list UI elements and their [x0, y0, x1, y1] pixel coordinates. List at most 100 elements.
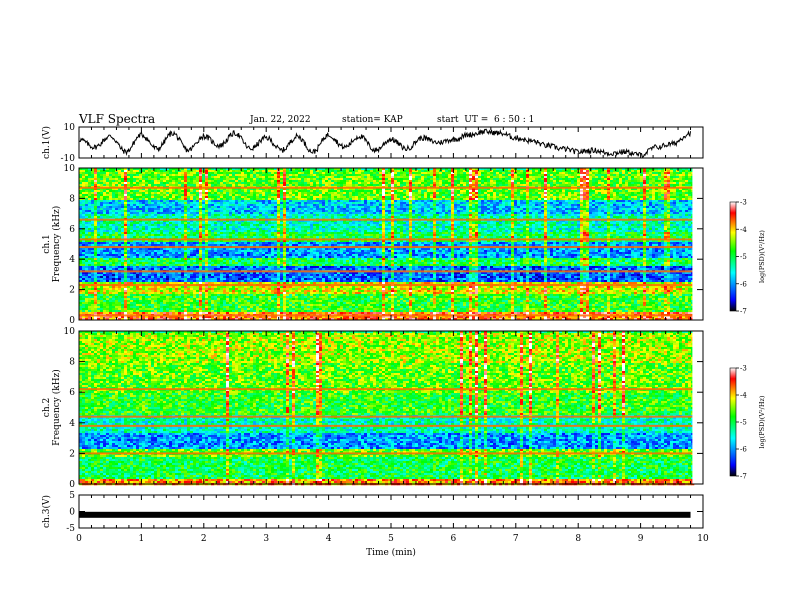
spectrogram-cell: [328, 184, 332, 187]
spectrogram-cell: [190, 174, 194, 177]
spectrogram-cell: [688, 172, 692, 175]
spectrogram-cell: [184, 178, 188, 181]
spectrogram-cell: [685, 178, 689, 181]
spectrogram-cell: [199, 184, 203, 187]
spectrogram-cell: [220, 190, 224, 193]
spectrogram-cell: [253, 174, 257, 177]
spectrogram-cell: [601, 210, 605, 213]
spectrogram-cell: [241, 196, 245, 199]
spectrogram-cell: [277, 200, 281, 203]
spectrogram-cell: [166, 210, 170, 213]
spectrogram-cell: [148, 192, 152, 195]
spectrogram-cell: [427, 210, 431, 213]
spectrogram-cell: [223, 180, 227, 183]
spectrogram-cell: [148, 182, 152, 185]
spectrogram-cell: [442, 192, 446, 195]
spectrogram-cell: [637, 190, 641, 193]
spectrogram-cell: [160, 174, 164, 177]
spectrogram-cell: [538, 176, 542, 179]
spectrogram-cell: [82, 194, 86, 197]
spectrogram-cell: [232, 170, 236, 173]
spectrogram-cell: [535, 174, 539, 177]
spectrogram-cell: [385, 184, 389, 187]
spectrogram-cell: [523, 212, 527, 215]
spectrogram-cell: [586, 190, 590, 193]
spectrogram-cell: [79, 168, 83, 171]
spectrogram-cell: [646, 190, 650, 193]
spectrogram-cell: [211, 168, 215, 171]
spectrogram-cell: [667, 178, 671, 181]
spectrogram-cell: [433, 190, 437, 193]
spectrogram-cell: [592, 198, 596, 201]
spectrogram-cell: [451, 192, 455, 195]
spectrogram-cell: [685, 188, 689, 191]
spectrogram-cell: [421, 204, 425, 207]
spectrogram-cell: [511, 212, 515, 215]
spectrogram-cell: [472, 170, 476, 173]
spectrogram-cell: [253, 170, 257, 173]
spectrogram-cell: [460, 170, 464, 173]
spectrogram-cell: [277, 202, 281, 205]
spectrogram-cell: [292, 210, 296, 213]
spectrogram-cell: [421, 194, 425, 197]
spectrogram-cell: [220, 212, 224, 215]
spectrogram-cell: [142, 214, 146, 217]
spectrogram-cell: [490, 204, 494, 207]
spectrogram-cell: [544, 214, 548, 217]
spectrogram-cell: [178, 176, 182, 179]
spectrogram-cell: [94, 208, 98, 211]
spectrogram-cell: [640, 196, 644, 199]
spectrogram-cell: [136, 196, 140, 199]
spectrogram-cell: [295, 172, 299, 175]
spectrogram-cell: [406, 184, 410, 187]
spectrogram-cell: [535, 194, 539, 197]
spectrogram-cell: [472, 178, 476, 181]
spectrogram-cell: [541, 210, 545, 213]
spectrogram-cell: [367, 170, 371, 173]
spectrogram-cell: [643, 196, 647, 199]
spectrogram-cell: [244, 212, 248, 215]
spectrogram-cell: [688, 198, 692, 201]
spectrogram-cell: [343, 202, 347, 205]
spectrogram-cell: [562, 176, 566, 179]
spectrogram-cell: [511, 182, 515, 185]
spectrogram-cell: [667, 188, 671, 191]
spectrogram-cell: [226, 212, 230, 215]
spectrogram-cell: [172, 192, 176, 195]
spectrogram-cell: [319, 172, 323, 175]
spectrogram-cell: [646, 174, 650, 177]
spectrogram-cell: [220, 206, 224, 209]
spectrogram-cell: [394, 174, 398, 177]
spectrogram-cell: [196, 202, 200, 205]
spectrogram-cell: [118, 214, 122, 217]
spectrogram-cell: [193, 212, 197, 215]
spectrogram-cell: [82, 212, 86, 215]
spectrogram-cell: [475, 180, 479, 183]
spectrogram-cell: [187, 168, 191, 171]
spectrogram-cell: [688, 192, 692, 195]
spectrogram-cell: [154, 182, 158, 185]
spectrogram-cell: [391, 204, 395, 207]
spectrogram-cell: [580, 168, 584, 171]
spectrogram-cell: [460, 200, 464, 203]
spectrogram-cell: [625, 194, 629, 197]
spectrogram-cell: [625, 174, 629, 177]
spectrogram-cell: [103, 182, 107, 185]
spectrogram-cell: [613, 190, 617, 193]
spectrogram-cell: [529, 208, 533, 211]
spectrogram-cell: [415, 182, 419, 185]
spectrogram-cell: [391, 184, 395, 187]
spectrogram-cell: [307, 178, 311, 181]
spectrogram-cell: [568, 180, 572, 183]
spectrogram-cell: [502, 192, 506, 195]
spectrogram-cell: [577, 184, 581, 187]
spectrogram-cell: [466, 196, 470, 199]
spectrogram-cell: [670, 178, 674, 181]
spectrogram-cell: [571, 192, 575, 195]
spectrogram-cell: [607, 202, 611, 205]
spectrogram-cell: [361, 196, 365, 199]
spectrogram-cell: [382, 178, 386, 181]
spectrogram-cell: [466, 208, 470, 211]
spectrogram-cell: [337, 184, 341, 187]
spectrogram-cell: [157, 168, 161, 171]
